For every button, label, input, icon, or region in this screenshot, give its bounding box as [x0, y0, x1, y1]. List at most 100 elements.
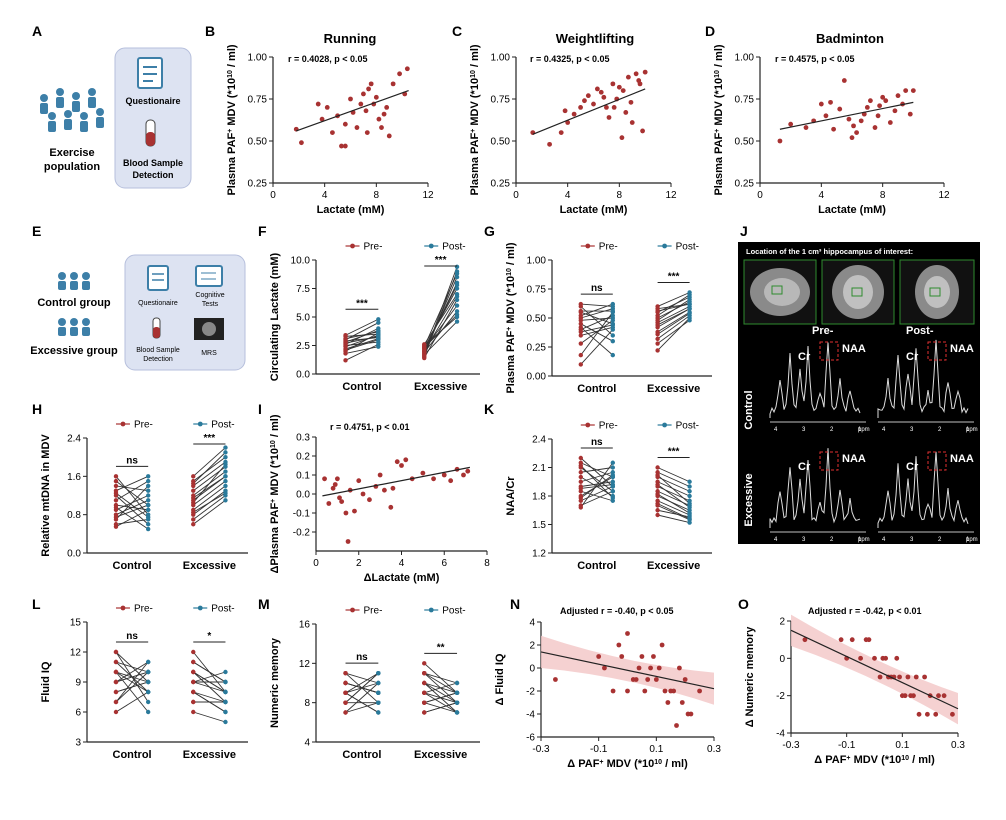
- post-point: [145, 474, 151, 479]
- x-tick-label: 12: [938, 190, 950, 201]
- pre-point: [422, 710, 427, 715]
- data-point: [616, 84, 622, 90]
- post-point: [454, 294, 460, 299]
- pre-point: [113, 649, 119, 655]
- x-tick-label: -0.1: [838, 740, 856, 751]
- pre-point: [191, 481, 196, 486]
- pre-point: [422, 690, 427, 696]
- data-point: [636, 665, 642, 671]
- ppm-unit: ppm: [966, 427, 978, 433]
- paired-line: [115, 661, 149, 673]
- data-point: [379, 125, 384, 130]
- data-point: [892, 108, 898, 114]
- paired-line: [580, 319, 614, 344]
- post-point: [145, 493, 151, 498]
- paired-line: [115, 661, 149, 683]
- pre-point: [578, 505, 583, 510]
- data-point: [591, 101, 596, 107]
- y-tick-label: 1.00: [735, 53, 755, 64]
- pre-point: [343, 349, 348, 354]
- paired-line: [580, 481, 613, 487]
- category-label: Control: [113, 560, 152, 572]
- post-point: [454, 271, 460, 276]
- paired-line: [424, 682, 458, 704]
- post-point: [376, 326, 381, 331]
- paired-line: [424, 692, 458, 713]
- paired-line: [657, 308, 690, 326]
- paired-line: [115, 661, 149, 703]
- post-point: [687, 301, 692, 307]
- data-point: [682, 677, 688, 682]
- data-point: [877, 674, 883, 680]
- data-point: [877, 103, 882, 109]
- legend-label: Pre-: [599, 421, 618, 432]
- post-point: [376, 680, 381, 686]
- x-tick-label: 2: [356, 558, 362, 569]
- post-point: [454, 700, 460, 705]
- paired-line: [657, 514, 690, 524]
- data-point: [831, 126, 836, 132]
- y-tick-label: -2: [776, 691, 785, 702]
- data-point: [384, 105, 390, 110]
- paired-line: [580, 490, 613, 506]
- data-point: [403, 457, 409, 463]
- ppm-tick: 2: [830, 427, 834, 433]
- legend-marker: [662, 422, 667, 428]
- svg-text:Detection: Detection: [143, 356, 173, 363]
- ppm-tick: 4: [882, 427, 886, 433]
- paired-line: [192, 452, 226, 484]
- data-point: [530, 130, 536, 136]
- ppm-tick: 2: [938, 537, 942, 543]
- panel-label-c: C: [452, 23, 462, 39]
- y-tick-label: 0.50: [527, 314, 547, 325]
- paired-line: [345, 682, 379, 694]
- data-point: [880, 94, 886, 100]
- stat-annotation: r = 0.4028, p < 0.05: [288, 54, 368, 64]
- y-tick-label: 0.75: [491, 95, 511, 106]
- panel-label-a: A: [32, 23, 42, 39]
- paired-line: [345, 343, 379, 361]
- pre-point: [343, 710, 348, 715]
- x-tick-label: 8: [617, 190, 623, 201]
- pre-point: [655, 465, 660, 470]
- chart-l: L 3 6 9 12 15 Fluid IQ Pre- Post- Control ns Excess…: [32, 596, 248, 761]
- post-point: [376, 700, 381, 705]
- y-tick-label: 0.0: [67, 549, 81, 560]
- paired-line: [115, 495, 149, 525]
- paired-line: [345, 337, 379, 342]
- data-point: [868, 98, 873, 104]
- data-point: [368, 81, 374, 87]
- naa-label: NAA: [842, 343, 866, 355]
- pre-point: [191, 517, 196, 522]
- y-tick-label: 10.0: [291, 256, 311, 267]
- chart-c: C Weightlifting 0.25 0.50 0.75 1.00 Plasma PAF…: [452, 23, 677, 216]
- post-point: [223, 679, 228, 685]
- data-point: [360, 491, 366, 497]
- post-point: [687, 318, 692, 323]
- data-point: [342, 143, 348, 149]
- data-point: [872, 125, 878, 130]
- data-point: [596, 654, 602, 659]
- y-tick-label: 1.2: [532, 549, 546, 560]
- monitor-icon: [195, 265, 223, 287]
- data-point: [642, 688, 648, 694]
- x-tick-label: 4: [819, 190, 825, 201]
- y-axis-label: Δ Fluid IQ: [494, 653, 506, 705]
- post-point: [687, 297, 692, 302]
- data-point: [788, 121, 794, 127]
- category-label: Excessive: [183, 749, 236, 761]
- y-tick-label: 8: [304, 698, 310, 709]
- category-label: Control: [342, 749, 381, 761]
- legend-label: Post-: [211, 420, 234, 431]
- mrs-row-excessive: Excessive: [743, 473, 755, 526]
- legend-marker: [350, 607, 355, 613]
- y-tick-label: 4: [529, 618, 535, 629]
- post-point: [687, 510, 692, 516]
- x-tick-label: 0: [313, 558, 319, 569]
- pre-point: [655, 512, 660, 518]
- paired-line: [345, 335, 379, 344]
- post-point: [687, 489, 692, 494]
- pre-point: [191, 709, 196, 715]
- y-tick-label: 16: [299, 620, 311, 631]
- x-tick-label: 0: [757, 190, 763, 201]
